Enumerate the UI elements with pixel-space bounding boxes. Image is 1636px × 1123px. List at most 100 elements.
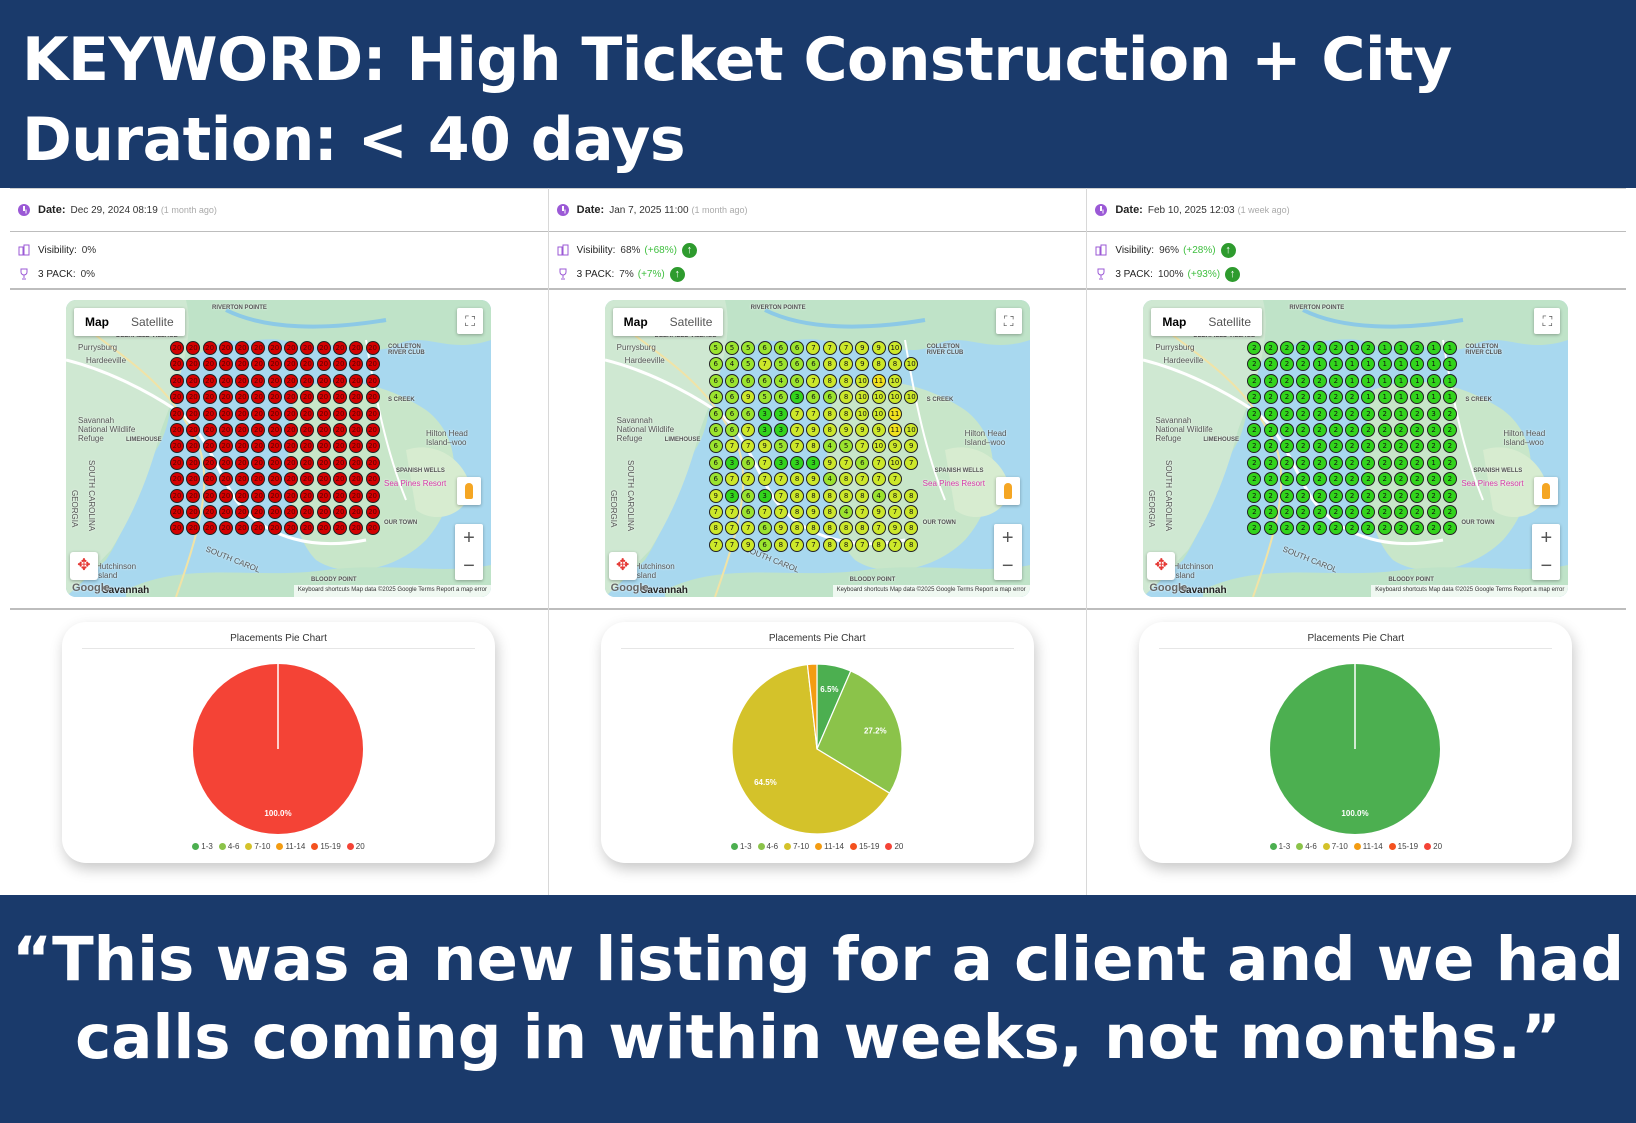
legend-item[interactable]: 4-6 — [1296, 842, 1317, 851]
pie-slice-11-14[interactable] — [806, 663, 818, 750]
pegman-icon[interactable] — [1534, 477, 1559, 505]
legend-item[interactable]: 4-6 — [218, 842, 239, 851]
rank-pin: 9 — [806, 504, 821, 519]
legend-item[interactable]: 20 — [885, 842, 903, 851]
rank-pin: 7 — [757, 357, 772, 372]
rank-pin: 7 — [806, 373, 821, 388]
legend-item[interactable]: 1-3 — [192, 842, 213, 851]
legend-item[interactable]: 15-19 — [1388, 842, 1418, 851]
pack-label: 3 PACK: — [1115, 268, 1153, 280]
rank-pin: 5 — [839, 439, 854, 454]
legend-label: 20 — [894, 842, 904, 851]
rank-pin: 20 — [218, 488, 233, 503]
legend-label: 20 — [355, 842, 365, 851]
legend-item[interactable]: 20 — [1424, 842, 1442, 851]
google-map[interactable]: RIVERTON POINTE DEERFIELD VILLAGE Purrys… — [66, 300, 491, 597]
rank-pin: 1 — [1442, 373, 1457, 388]
legend-item[interactable]: 20 — [346, 842, 365, 851]
google-map[interactable]: RIVERTON POINTE DEERFIELD VILLAGE Purrys… — [604, 300, 1030, 597]
legend-item[interactable]: 15-19 — [311, 842, 341, 851]
rank-pin: 7 — [806, 406, 821, 421]
rank-pin: 1 — [1345, 373, 1360, 388]
zoom-in-button[interactable]: + — [1001, 527, 1014, 549]
zoom-out-button[interactable]: − — [463, 555, 475, 577]
map-label: Hilton Head Island–woo — [426, 429, 468, 447]
fullscreen-icon[interactable]: ⛶ — [995, 308, 1022, 334]
legend-dot-icon — [1424, 843, 1432, 850]
rank-pin: 20 — [251, 422, 266, 437]
date-row: Date: Jan 7, 2025 11:00 (1 month ago) — [548, 188, 1087, 232]
rank-pin: 8 — [839, 390, 854, 405]
legend-item[interactable]: 7-10 — [784, 842, 809, 851]
rank-pin: 2 — [1426, 422, 1441, 437]
rank-pin: 3 — [773, 455, 788, 470]
fullscreen-icon[interactable]: ⛶ — [457, 308, 483, 334]
legend-item[interactable]: 7-10 — [245, 842, 270, 851]
legend-item[interactable]: 11-14 — [815, 842, 844, 851]
rank-pin: 2 — [1312, 472, 1327, 487]
rank-pin: 20 — [251, 472, 266, 487]
pegman-icon[interactable] — [995, 477, 1020, 505]
pie-legend: 1-3 4-6 7-10 11-14 15-19 20 — [62, 842, 495, 851]
satellite-type-button[interactable]: Satellite — [669, 315, 713, 329]
map-type-button[interactable]: Map — [623, 315, 648, 329]
map-type-button[interactable]: Map — [1162, 315, 1187, 329]
legend-label: 4-6 — [1305, 842, 1317, 851]
rank-pin: 8 — [773, 537, 788, 552]
legend-item[interactable]: 15-19 — [849, 842, 879, 851]
rank-pin: 20 — [186, 422, 201, 437]
rank-pin: 20 — [218, 439, 233, 454]
legend-item[interactable]: 7-10 — [1322, 842, 1348, 851]
rank-pin: 2 — [1442, 472, 1457, 487]
zoom-out-button[interactable]: − — [1540, 555, 1553, 577]
rank-pin: 2 — [1296, 357, 1311, 372]
rank-pin: 7 — [855, 472, 870, 487]
satellite-type-button[interactable]: Satellite — [131, 315, 174, 329]
rank-pin: 2 — [1247, 373, 1262, 388]
map-label: Hardeeville — [624, 356, 665, 365]
rank-pin: 20 — [235, 373, 250, 388]
legend-item[interactable]: 1-3 — [1269, 842, 1290, 851]
rank-pin: 6 — [708, 406, 723, 421]
zoom-in-button[interactable]: + — [463, 527, 475, 549]
rank-pin: 6 — [708, 455, 723, 470]
legend-item[interactable]: 11-14 — [276, 842, 305, 851]
rank-pin: 7 — [855, 439, 870, 454]
rank-pin: 3 — [1426, 406, 1441, 421]
pie-slice-7-10[interactable] — [731, 663, 891, 835]
rank-pin: 3 — [806, 455, 821, 470]
legend-item[interactable]: 11-14 — [1353, 842, 1383, 851]
rank-pin: 2 — [1263, 406, 1278, 421]
map-label: Hutchinson Island — [96, 562, 137, 580]
rank-pin: 20 — [267, 521, 282, 536]
zoom-in-button[interactable]: + — [1540, 527, 1553, 549]
rank-pin: 20 — [284, 390, 299, 405]
rank-pin: 20 — [284, 373, 299, 388]
legend-dot-icon — [245, 843, 253, 850]
rank-pin: 20 — [170, 341, 184, 355]
rank-pin: 2 — [1328, 373, 1343, 388]
legend-item[interactable]: 1-3 — [730, 842, 752, 851]
legend-item[interactable]: 4-6 — [757, 842, 778, 851]
pie-data-label: 100.0% — [264, 809, 291, 818]
zoom-out-button[interactable]: − — [1001, 555, 1014, 577]
fullscreen-icon[interactable]: ⛶ — [1534, 308, 1561, 334]
rank-pin: 2 — [1410, 472, 1425, 487]
rank-pin: 20 — [202, 521, 217, 536]
rank-pin: 6 — [773, 341, 788, 355]
google-map[interactable]: RIVERTON POINTE DEERFIELD VILLAGE Purrys… — [1143, 300, 1569, 597]
rank-pin: 7 — [839, 341, 854, 355]
rank-pin: 20 — [218, 521, 233, 536]
rank-pin: 20 — [218, 373, 233, 388]
rank-pin: 2 — [1263, 390, 1278, 405]
rank-pin: 2 — [1361, 422, 1376, 437]
pie-slice-4-6[interactable] — [815, 670, 903, 795]
rank-pin: 5 — [741, 357, 756, 372]
rank-pin: 1 — [1361, 390, 1376, 405]
pegman-icon[interactable] — [457, 477, 481, 505]
map-type-button[interactable]: Map — [85, 315, 109, 329]
rank-pin: 20 — [332, 390, 347, 405]
satellite-type-button[interactable]: Satellite — [1208, 315, 1252, 329]
legend-dot-icon — [1388, 843, 1396, 850]
rank-pin: 2 — [1410, 488, 1425, 503]
